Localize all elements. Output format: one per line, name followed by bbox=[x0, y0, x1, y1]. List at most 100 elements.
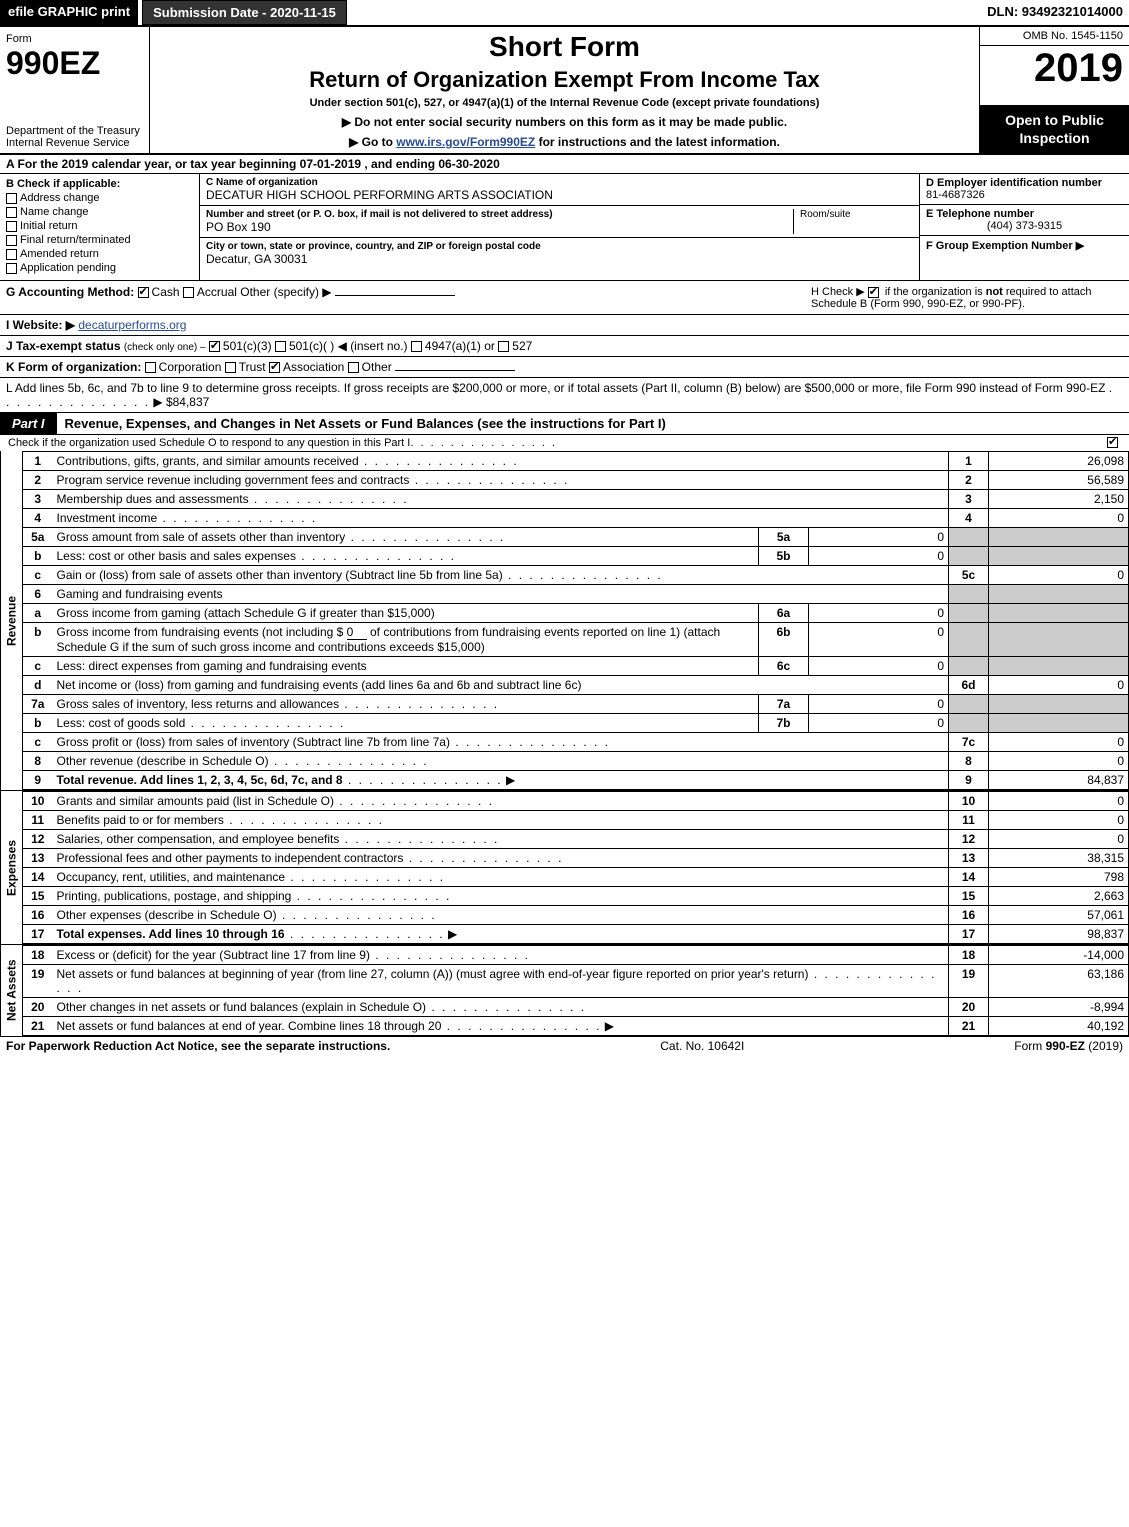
expenses-table: 10Grants and similar amounts paid (list … bbox=[22, 791, 1129, 944]
line-7b: bLess: cost of goods sold7b0 bbox=[23, 714, 1129, 733]
line-19: 19Net assets or fund balances at beginni… bbox=[23, 965, 1129, 998]
under-section-note: Under section 501(c), 527, or 4947(a)(1)… bbox=[160, 97, 969, 109]
telephone-label: E Telephone number bbox=[926, 208, 1034, 220]
header-mid: Short Form Return of Organization Exempt… bbox=[150, 27, 979, 153]
checkbox-schedule-o-used[interactable] bbox=[1107, 437, 1118, 448]
line-17: 17Total expenses. Add lines 10 through 1… bbox=[23, 925, 1129, 944]
line-4: 4Investment income40 bbox=[23, 509, 1129, 528]
checkbox-other-org[interactable] bbox=[348, 362, 359, 373]
expenses-vertical-label: Expenses bbox=[0, 791, 22, 944]
line-11: 11Benefits paid to or for members110 bbox=[23, 811, 1129, 830]
line-7a: 7aGross sales of inventory, less returns… bbox=[23, 695, 1129, 714]
line-6b: bGross income from fundraising events (n… bbox=[23, 623, 1129, 657]
part-1-header: Part I Revenue, Expenses, and Changes in… bbox=[0, 413, 1129, 435]
arrow-icon: ▶ bbox=[605, 1019, 614, 1033]
top-bar: efile GRAPHIC print Submission Date - 20… bbox=[0, 0, 1129, 27]
submission-date: Submission Date - 2020-11-15 bbox=[142, 0, 347, 25]
return-title: Return of Organization Exempt From Incom… bbox=[160, 67, 969, 93]
net-assets-table: 18Excess or (deficit) for the year (Subt… bbox=[22, 945, 1129, 1036]
gross-receipts-amount: 84,837 bbox=[173, 395, 210, 409]
checkbox-4947a1[interactable] bbox=[411, 341, 422, 352]
arrow-icon: ▶ bbox=[448, 927, 457, 941]
form-of-organization-row: K Form of organization: Corporation Trus… bbox=[0, 357, 1129, 378]
accounting-and-schedule-b-row: G Accounting Method: Cash Accrual Other … bbox=[0, 281, 1129, 315]
org-name-address: C Name of organization DECATUR HIGH SCHO… bbox=[200, 174, 919, 280]
goto-instructions: ▶ Go to www.irs.gov/Form990EZ for instru… bbox=[160, 135, 969, 149]
telephone-value: (404) 373-9315 bbox=[926, 220, 1123, 232]
checkbox-accrual[interactable] bbox=[183, 287, 194, 298]
checkbox-association[interactable] bbox=[269, 362, 280, 373]
checkbox-address-change[interactable] bbox=[6, 193, 17, 204]
irs-link[interactable]: www.irs.gov/Form990EZ bbox=[396, 135, 535, 149]
revenue-table: 1Contributions, gifts, grants, and simil… bbox=[22, 451, 1129, 790]
checkbox-amended-return[interactable] bbox=[6, 249, 17, 260]
line-2: 2Program service revenue including gover… bbox=[23, 471, 1129, 490]
line-3: 3Membership dues and assessments32,150 bbox=[23, 490, 1129, 509]
dln-label: DLN: 93492321014000 bbox=[981, 0, 1129, 25]
line-6d: dNet income or (loss) from gaming and fu… bbox=[23, 676, 1129, 695]
department-label: Department of the Treasury Internal Reve… bbox=[6, 125, 143, 149]
catalog-number: Cat. No. 10642I bbox=[660, 1039, 744, 1053]
checkbox-initial-return[interactable] bbox=[6, 221, 17, 232]
part-1-title: Revenue, Expenses, and Changes in Net As… bbox=[57, 413, 1129, 434]
form-number: 990EZ bbox=[6, 45, 100, 81]
line-1: 1Contributions, gifts, grants, and simil… bbox=[23, 452, 1129, 471]
line-9: 9Total revenue. Add lines 1, 2, 3, 4, 5c… bbox=[23, 771, 1129, 790]
website-link[interactable]: decaturperforms.org bbox=[78, 318, 186, 332]
line-14: 14Occupancy, rent, utilities, and mainte… bbox=[23, 868, 1129, 887]
checkbox-corporation[interactable] bbox=[145, 362, 156, 373]
line-6: 6Gaming and fundraising events bbox=[23, 585, 1129, 604]
tax-exempt-status-row: J Tax-exempt status (check only one) ‒ 5… bbox=[0, 336, 1129, 357]
checkbox-501c[interactable] bbox=[275, 341, 286, 352]
line-7c: cGross profit or (loss) from sales of in… bbox=[23, 733, 1129, 752]
schedule-b-check: H Check ▶ if the organization is not req… bbox=[803, 285, 1123, 310]
website-row: I Website: ▶ decaturperforms.org bbox=[0, 315, 1129, 336]
ein-value: 81-4687326 bbox=[926, 189, 985, 201]
expenses-section: Expenses 10Grants and similar amounts pa… bbox=[0, 791, 1129, 945]
org-street: PO Box 190 bbox=[206, 220, 271, 234]
room-suite-label: Room/suite bbox=[793, 209, 913, 234]
col-b-title: B Check if applicable: bbox=[6, 178, 193, 190]
gross-receipts-row: L Add lines 5b, 6c, and 7b to line 9 to … bbox=[0, 378, 1129, 413]
checkbox-application-pending[interactable] bbox=[6, 263, 17, 274]
ein-label: D Employer identification number bbox=[926, 177, 1102, 189]
line-5b: bLess: cost or other basis and sales exp… bbox=[23, 547, 1129, 566]
schedule-o-check-row: Check if the organization used Schedule … bbox=[0, 435, 1129, 451]
header-right: OMB No. 1545-1150 2019 Open to Public In… bbox=[979, 27, 1129, 153]
group-exemption-label: F Group Exemption Number ▶ bbox=[926, 240, 1084, 252]
checkbox-501c3[interactable] bbox=[209, 341, 220, 352]
line-5c: cGain or (loss) from sale of assets othe… bbox=[23, 566, 1129, 585]
other-org-input[interactable] bbox=[395, 370, 515, 371]
line-16: 16Other expenses (describe in Schedule O… bbox=[23, 906, 1129, 925]
net-assets-section: Net Assets 18Excess or (deficit) for the… bbox=[0, 945, 1129, 1037]
arrow-icon: ▶ bbox=[506, 773, 515, 787]
line-8: 8Other revenue (describe in Schedule O)8… bbox=[23, 752, 1129, 771]
checkbox-trust[interactable] bbox=[225, 362, 236, 373]
employer-info: D Employer identification number 81-4687… bbox=[919, 174, 1129, 280]
revenue-section: Revenue 1Contributions, gifts, grants, a… bbox=[0, 451, 1129, 791]
omb-number: OMB No. 1545-1150 bbox=[980, 27, 1129, 46]
accounting-method: G Accounting Method: Cash Accrual Other … bbox=[6, 285, 803, 310]
checkbox-name-change[interactable] bbox=[6, 207, 17, 218]
line-6c: cLess: direct expenses from gaming and f… bbox=[23, 657, 1129, 676]
org-city: Decatur, GA 30031 bbox=[206, 252, 307, 266]
checkbox-cash[interactable] bbox=[138, 287, 149, 298]
line-21: 21Net assets or fund balances at end of … bbox=[23, 1017, 1129, 1036]
checkbox-527[interactable] bbox=[498, 341, 509, 352]
other-specify-input[interactable] bbox=[335, 295, 455, 296]
form-word: Form bbox=[6, 33, 32, 45]
check-if-applicable: B Check if applicable: Address change Na… bbox=[0, 174, 200, 280]
line-12: 12Salaries, other compensation, and empl… bbox=[23, 830, 1129, 849]
revenue-vertical-label: Revenue bbox=[0, 451, 22, 790]
short-form-title: Short Form bbox=[160, 31, 969, 63]
line-13: 13Professional fees and other payments t… bbox=[23, 849, 1129, 868]
paperwork-notice: For Paperwork Reduction Act Notice, see … bbox=[6, 1039, 390, 1053]
checkbox-final-return[interactable] bbox=[6, 235, 17, 246]
line-20: 20Other changes in net assets or fund ba… bbox=[23, 998, 1129, 1017]
net-assets-vertical-label: Net Assets bbox=[0, 945, 22, 1036]
street-label: Number and street (or P. O. box, if mail… bbox=[206, 209, 793, 220]
checkbox-schedule-b-not-required[interactable] bbox=[868, 287, 879, 298]
line-6a: aGross income from gaming (attach Schedu… bbox=[23, 604, 1129, 623]
line-10: 10Grants and similar amounts paid (list … bbox=[23, 792, 1129, 811]
efile-badge[interactable]: efile GRAPHIC print bbox=[0, 0, 138, 25]
